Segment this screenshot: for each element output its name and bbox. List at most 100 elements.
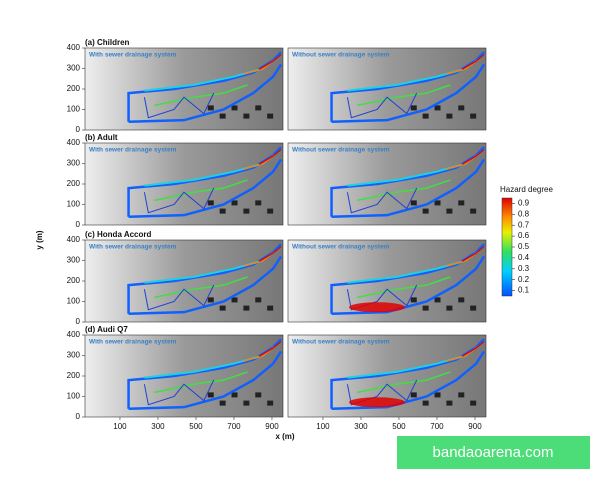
building (255, 200, 262, 206)
y-tick-label: 0 (76, 220, 81, 229)
flow-path (346, 92, 418, 119)
building (243, 305, 250, 311)
flow-path (331, 63, 486, 124)
y-tick-label: 300 (67, 159, 81, 168)
y-tick-label: 400 (67, 235, 81, 244)
building (458, 392, 465, 398)
colorbar-tick-label: 0.5 (518, 242, 530, 251)
building (410, 297, 417, 303)
flow-path (461, 246, 485, 262)
building (470, 113, 477, 119)
panel-row-title: (d) Audi Q7 (85, 325, 128, 334)
building (267, 113, 274, 119)
map-background (84, 47, 284, 131)
flow-path (461, 54, 485, 70)
building (219, 400, 226, 406)
building (219, 113, 226, 119)
flow-path (258, 54, 282, 70)
building (231, 297, 238, 303)
colorbar-tick-label: 0.6 (518, 231, 530, 240)
y-tick-label: 200 (67, 84, 81, 93)
building (434, 200, 441, 206)
x-tick-label: 700 (430, 422, 444, 431)
hazard-zone (349, 397, 406, 408)
y-tick-label: 200 (67, 371, 81, 380)
map-background (84, 334, 284, 418)
colorbar-tick-label: 0.8 (518, 209, 530, 218)
building (207, 297, 214, 303)
panel-label: Without sewer drainage system (292, 147, 390, 154)
building (434, 105, 441, 111)
building (207, 392, 214, 398)
flow-path (346, 187, 418, 214)
building (470, 208, 477, 214)
y-tick-label: 300 (67, 351, 81, 360)
x-tick-label: 300 (354, 422, 368, 431)
building (410, 105, 417, 111)
building (434, 392, 441, 398)
colorbar-tick-label: 0.2 (518, 275, 530, 284)
flow-path (461, 341, 485, 357)
building (410, 392, 417, 398)
y-tick-label: 300 (67, 64, 81, 73)
building (231, 105, 238, 111)
panel-row-title: (b) Adult (85, 133, 118, 142)
building (446, 400, 453, 406)
flow-path (143, 379, 215, 406)
colorbar-tick-label: 0.4 (518, 253, 530, 262)
flow-path (128, 350, 283, 411)
y-tick-label: 100 (67, 297, 81, 306)
y-tick-label: 400 (67, 138, 81, 147)
panel-label: With sewer drainage system (89, 244, 177, 251)
x-tick-label: 700 (227, 422, 241, 431)
watermark-box (397, 436, 590, 469)
flow-path (143, 187, 215, 214)
building (219, 208, 226, 214)
building (219, 305, 226, 311)
building (434, 297, 441, 303)
building (231, 392, 238, 398)
building (458, 200, 465, 206)
map-background (287, 142, 487, 226)
building (422, 208, 429, 214)
building (446, 113, 453, 119)
panel-label: With sewer drainage system (89, 52, 177, 59)
x-tick-label: 900 (265, 422, 279, 431)
flow-path (154, 371, 248, 394)
flow-path (357, 276, 451, 299)
y-tick-label: 200 (67, 179, 81, 188)
building (243, 113, 250, 119)
flow-path (154, 179, 248, 202)
y-axis-label: y (m) (35, 230, 44, 249)
building (243, 400, 250, 406)
building (267, 208, 274, 214)
y-tick-label: 100 (67, 392, 81, 401)
building (207, 105, 214, 111)
flow-path (461, 149, 485, 165)
x-tick-label: 500 (189, 422, 203, 431)
flow-path (258, 246, 282, 262)
building (267, 400, 274, 406)
y-tick-label: 0 (76, 317, 81, 326)
x-tick-label: 100 (316, 422, 330, 431)
y-tick-label: 400 (67, 330, 81, 339)
flow-path (128, 63, 283, 124)
flow-path (143, 92, 215, 119)
colorbar-tick-label: 0.1 (518, 286, 530, 295)
hazard-zone (349, 302, 406, 313)
building (410, 200, 417, 206)
x-tick-label: 900 (468, 422, 482, 431)
y-tick-label: 0 (76, 125, 81, 134)
building (470, 400, 477, 406)
building (422, 113, 429, 119)
flow-path (154, 84, 248, 107)
y-tick-label: 200 (67, 276, 81, 285)
flow-path (154, 276, 248, 299)
y-tick-label: 300 (67, 256, 81, 265)
flow-path (258, 149, 282, 165)
colorbar-title: Hazard degree (500, 185, 553, 194)
x-axis-label: x (m) (275, 432, 294, 441)
building (470, 305, 477, 311)
flow-path (128, 255, 283, 316)
